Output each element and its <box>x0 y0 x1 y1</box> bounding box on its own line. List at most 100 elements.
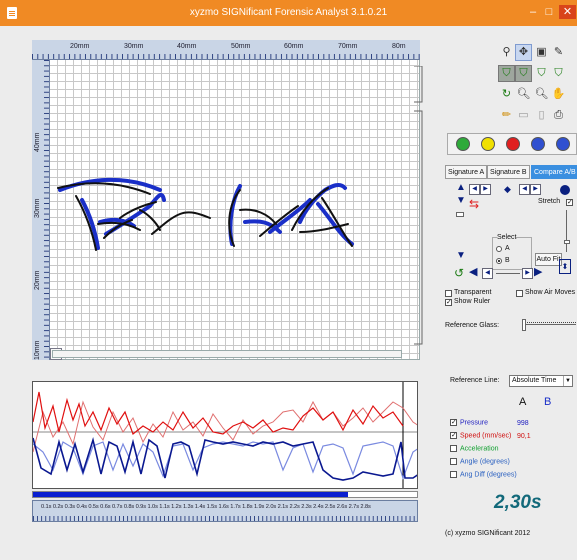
arrow-down-icon[interactable]: ▼ <box>456 250 466 261</box>
move-icon[interactable]: ✥ <box>515 44 532 61</box>
nav-left-button[interactable]: ◀ <box>519 184 530 195</box>
pen-icon[interactable]: ✎ <box>553 46 564 58</box>
radio-a[interactable] <box>496 246 502 252</box>
transparent-checkbox[interactable] <box>445 290 452 297</box>
hand-icon[interactable]: ✋ <box>551 88 566 100</box>
reference-glass-scale <box>522 317 576 323</box>
speed-a-series <box>33 391 404 435</box>
parameter-row[interactable]: ✓ Speed (mm/sec) <box>450 432 511 439</box>
parameter-checkbox[interactable] <box>450 471 457 478</box>
parameter-value-a: 998 <box>517 420 529 427</box>
parameter-graph[interactable] <box>32 381 418 489</box>
parameter-graph-svg <box>33 382 417 488</box>
canvas-side-marker <box>412 65 424 356</box>
tab-compare-ab[interactable]: Compare A/B <box>531 165 577 179</box>
auto-fit-button[interactable]: Auto Fit <box>535 253 562 266</box>
show-ruler-checkbox[interactable]: ✓ <box>445 299 452 306</box>
document-icon[interactable]: ▯ <box>538 109 545 121</box>
tab-signature-b[interactable]: Signature B <box>487 165 530 179</box>
arrow-right-icon[interactable]: ▶ <box>534 266 543 278</box>
arrow-left-icon[interactable]: ◀ <box>469 266 478 278</box>
nav-right-button[interactable]: ▶ <box>522 268 533 279</box>
select-group: Select A B <box>492 234 532 270</box>
reference-glass-slider[interactable] <box>522 324 576 325</box>
record-icon[interactable] <box>506 137 520 151</box>
green-shield-icon[interactable]: ⛉ <box>554 67 563 79</box>
left-ruler: 40mm 30mm 20mm 10mm <box>32 60 50 360</box>
parameter-checkbox[interactable]: ✓ <box>450 432 457 439</box>
maximize-button[interactable]: □ <box>545 6 553 18</box>
ruler-label: 20mm <box>70 43 90 50</box>
green-shield-icon[interactable]: ⛉ <box>515 65 532 82</box>
radio-b[interactable] <box>496 258 502 264</box>
vertical-stretch-icon[interactable]: ⬍ <box>559 259 571 274</box>
nav-left-button[interactable]: ◀ <box>469 184 480 195</box>
minimize-button[interactable]: – <box>529 6 537 18</box>
tool-panel: ⚲ ✥ ▣ ✎ ⛉ ⛉ ⛉ ⛉ ↻ 🔍︎ 🔍︎ ✋ ✏ ▭ ▯ ⎙ Signat… <box>442 40 577 540</box>
ruler-label: 20mm <box>34 270 41 290</box>
title-bar: xyzmo SIGNificant Forensic Analyst 3.1.0… <box>0 0 577 26</box>
reference-line-label: Reference Line: <box>450 377 500 384</box>
rotate-icon[interactable]: ↻ <box>501 88 512 100</box>
nav-right-button[interactable]: ▶ <box>480 184 491 195</box>
parameter-row[interactable]: Acceleration <box>450 445 499 452</box>
parameter-row[interactable]: Angle (degrees) <box>450 458 510 465</box>
spread-icon[interactable]: ◆ <box>504 184 511 194</box>
parameter-checkbox[interactable] <box>450 458 457 465</box>
rotate-left-icon[interactable]: ↺ <box>454 266 465 280</box>
green-shield-icon[interactable]: ⛉ <box>498 65 515 82</box>
wand-icon[interactable]: ⚲ <box>502 46 511 58</box>
reference-glass-thumb[interactable] <box>522 319 526 331</box>
parameter-checkbox[interactable]: ✓ <box>450 419 457 426</box>
ruler-label: 40mm <box>177 43 197 50</box>
parameter-label: Acceleration <box>460 445 499 453</box>
ruler-label: 40mm <box>34 132 41 152</box>
parameter-label: Ang Diff (degrees) <box>460 471 517 479</box>
side-marker-graphic <box>414 65 423 345</box>
print-icon[interactable]: ⎙ <box>554 109 563 121</box>
step-forward-icon[interactable] <box>556 137 570 151</box>
zoom-in-icon[interactable]: 🔍︎ <box>534 88 549 100</box>
column-b-header: B <box>544 396 552 408</box>
ruler-label: 50mm <box>231 43 251 50</box>
nav-right-button[interactable]: ▶ <box>530 184 541 195</box>
ruler-ticks <box>44 60 49 360</box>
nav-left-button[interactable]: ◀ <box>482 268 493 279</box>
pencil-icon[interactable]: ✏ <box>501 109 512 121</box>
parameter-label: Speed (mm/sec) <box>460 432 512 440</box>
parameter-checkbox[interactable] <box>450 445 457 452</box>
horizontal-scrollbar[interactable] <box>52 350 402 358</box>
step-back-icon[interactable] <box>531 137 545 151</box>
reference-glass-label: Reference Glass: <box>445 322 500 329</box>
reference-line-dropdown[interactable]: Absolute Time ▼ <box>509 375 573 387</box>
ruler-label: 70mm <box>338 43 358 50</box>
signature-canvas[interactable] <box>32 40 420 360</box>
green-shield-icon[interactable]: ⛉ <box>537 67 546 79</box>
stretch-label: Stretch <box>538 198 561 205</box>
rect-select-icon[interactable]: ▣ <box>536 46 547 58</box>
playback-progress-bar[interactable] <box>32 491 418 498</box>
signature-tabs: Signature A Signature B Compare A/B <box>442 165 577 179</box>
tab-signature-a[interactable]: Signature A <box>445 165 488 179</box>
arrow-down-icon[interactable]: ▼ <box>456 195 466 206</box>
parameter-value-a: 90,1 <box>517 433 531 440</box>
transparent-label: Transparent <box>454 289 492 296</box>
slider-thumb[interactable] <box>456 212 464 217</box>
vertical-slider-thumb[interactable] <box>564 240 570 244</box>
swap-icon[interactable]: ⇆ <box>469 197 480 211</box>
dot-icon[interactable] <box>560 185 570 195</box>
close-button[interactable]: ✕ <box>559 5 576 19</box>
play-icon[interactable] <box>456 137 470 151</box>
parameter-row[interactable]: ✓ Pressure <box>450 419 488 426</box>
radio-b-label: B <box>505 257 510 264</box>
show-air-moves-checkbox[interactable] <box>516 290 523 297</box>
ruler-ticks <box>32 54 420 59</box>
horizontal-slider-track[interactable] <box>496 273 520 274</box>
vertical-slider-track[interactable] <box>566 210 567 252</box>
open-icon[interactable]: ▭ <box>518 109 529 121</box>
pause-icon[interactable] <box>481 137 495 151</box>
arrow-up-icon[interactable]: ▲ <box>456 182 466 193</box>
stretch-checkbox[interactable]: ✓ <box>566 199 573 206</box>
zoom-out-icon[interactable]: 🔍︎ <box>516 88 531 100</box>
parameter-row[interactable]: Ang Diff (degrees) <box>450 471 517 478</box>
